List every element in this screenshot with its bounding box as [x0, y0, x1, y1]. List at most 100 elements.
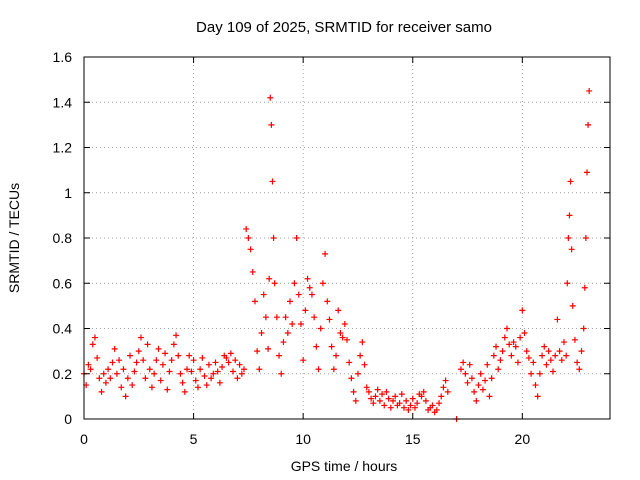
data-point — [506, 341, 513, 348]
data-point — [528, 370, 535, 377]
data-point — [131, 368, 138, 375]
data-point — [403, 397, 410, 404]
data-point — [508, 352, 515, 359]
data-point — [240, 366, 247, 373]
data-point — [523, 348, 530, 355]
data-point — [94, 354, 101, 361]
x-tick-label: 5 — [190, 431, 198, 447]
data-point — [208, 375, 215, 382]
data-point — [157, 377, 164, 384]
data-point — [266, 275, 273, 282]
data-point — [234, 375, 241, 382]
x-axis-label: GPS time / hours — [291, 458, 398, 474]
data-point — [236, 361, 243, 368]
data-point — [291, 280, 298, 287]
data-point — [582, 235, 589, 241]
data-point — [499, 348, 506, 355]
data-point — [85, 361, 92, 368]
data-point — [315, 366, 322, 373]
data-point — [159, 361, 166, 368]
data-point — [569, 302, 576, 309]
data-point — [269, 178, 276, 185]
data-point — [249, 268, 256, 275]
data-point — [322, 250, 329, 257]
data-point — [363, 384, 370, 391]
data-point — [168, 357, 175, 364]
data-point — [473, 397, 480, 404]
data-point — [374, 386, 381, 393]
data-point — [267, 94, 274, 101]
y-tick-label: 0.4 — [53, 321, 73, 337]
data-point — [545, 348, 552, 355]
data-point — [339, 334, 346, 341]
data-point — [173, 332, 180, 339]
data-point — [464, 379, 471, 386]
data-point — [411, 404, 418, 411]
data-point — [179, 379, 186, 386]
data-point — [466, 361, 473, 368]
data-point — [306, 284, 313, 291]
y-tick-label: 0 — [64, 411, 72, 427]
data-point — [436, 400, 443, 407]
data-point — [232, 357, 239, 364]
data-point — [245, 235, 252, 241]
data-point — [357, 352, 364, 359]
data-point — [300, 357, 307, 364]
data-point — [186, 352, 193, 359]
data-point — [400, 404, 407, 411]
data-point — [210, 370, 217, 377]
data-point — [302, 307, 309, 314]
data-point — [328, 343, 335, 350]
data-point — [170, 341, 177, 348]
data-point — [534, 393, 541, 400]
data-point — [370, 400, 377, 407]
data-point — [457, 366, 464, 373]
data-point — [429, 402, 436, 409]
chart-title: Day 109 of 2025, SRMTID for receiver sam… — [196, 19, 492, 36]
data-point — [482, 377, 489, 384]
data-point — [525, 354, 532, 361]
data-point — [510, 339, 517, 346]
y-tick-label: 0.2 — [53, 366, 73, 382]
data-point — [311, 314, 318, 321]
data-point — [230, 368, 237, 375]
data-point — [484, 361, 491, 368]
y-tick-label: 1.4 — [53, 94, 73, 110]
data-point — [344, 336, 350, 343]
data-point — [127, 352, 134, 359]
data-point — [238, 370, 245, 377]
data-point — [297, 320, 304, 327]
data-point — [578, 348, 585, 355]
data-point — [552, 352, 559, 359]
data-point — [89, 341, 96, 348]
data-point — [368, 395, 375, 402]
data-point — [574, 359, 581, 366]
data-point — [361, 361, 368, 368]
data-point — [392, 393, 399, 400]
data-point — [326, 316, 333, 323]
data-point — [278, 370, 285, 377]
data-point — [566, 212, 573, 219]
data-point — [418, 393, 425, 400]
data-point — [490, 352, 497, 359]
data-point — [376, 397, 383, 404]
data-point — [420, 388, 427, 395]
data-point — [477, 370, 484, 377]
data-point — [111, 345, 118, 352]
data-point — [379, 391, 386, 398]
data-point — [133, 359, 140, 366]
data-point — [383, 388, 390, 395]
data-point — [468, 375, 475, 382]
data-point — [109, 359, 116, 366]
data-point — [273, 314, 280, 321]
data-point — [365, 388, 372, 395]
data-point — [497, 357, 504, 364]
data-point — [414, 400, 421, 407]
data-point — [268, 121, 275, 128]
y-tick-label: 0.6 — [53, 275, 73, 291]
data-point — [556, 348, 563, 355]
data-point — [98, 388, 105, 395]
data-point — [372, 393, 379, 400]
data-point — [585, 121, 592, 128]
